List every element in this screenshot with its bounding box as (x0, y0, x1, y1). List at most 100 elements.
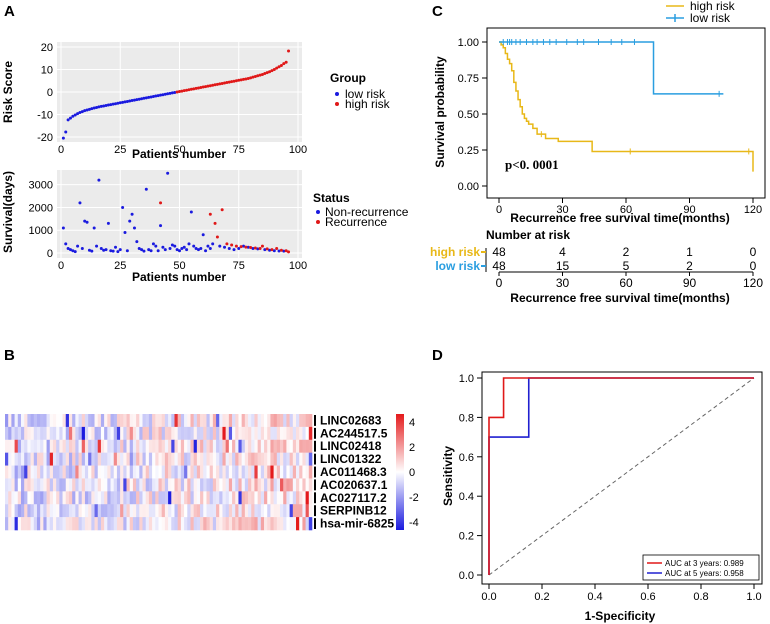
heatmap-cell (68, 491, 73, 505)
heatmap-cell (254, 439, 258, 453)
heatmap-cell (228, 478, 233, 492)
heatmap-cell (52, 452, 57, 466)
survival-days-point (272, 249, 276, 253)
heatmap-cell (212, 517, 217, 531)
heatmap-cell (155, 517, 159, 531)
survival-days-point (116, 250, 120, 254)
heatmap-cell (276, 517, 281, 531)
heatmap-cell (40, 517, 44, 531)
heatmap-cell (88, 439, 92, 453)
heatmap-cell (222, 491, 226, 505)
km-curve (499, 41, 724, 95)
heatmap-cell (244, 452, 249, 466)
heatmap-cell (110, 439, 115, 453)
heatmap-cell (107, 414, 111, 428)
heatmap-cell (216, 517, 220, 531)
heatmap-cell (190, 478, 194, 492)
heatmap-cell (129, 439, 134, 453)
risk-score-point (95, 106, 99, 110)
heatmap-cell (14, 439, 19, 453)
group-legend-low: low risk (345, 87, 386, 101)
heatmap-cell (196, 491, 201, 505)
survival-days-point (130, 212, 134, 216)
heatmap-cell (8, 426, 12, 441)
heatmap-cell (302, 426, 306, 441)
heatmap-cell (248, 491, 252, 505)
heatmap-cell (116, 465, 121, 479)
heatmap-cell (27, 426, 31, 441)
heatmap-cell (158, 517, 162, 531)
heatmap-cell (81, 491, 86, 505)
risk-score-point (87, 107, 91, 111)
heatmap-cell (148, 491, 153, 505)
heatmap-cell (62, 478, 67, 492)
survival-days-point (208, 212, 212, 216)
heatmap-cell (292, 426, 297, 441)
risk-score-point (282, 62, 286, 66)
heatmap-cell (264, 504, 268, 518)
heatmap-cell (286, 414, 290, 428)
heatmap-cell (36, 478, 41, 492)
heatmap-cell (97, 452, 102, 466)
risk-score-point (97, 105, 101, 109)
heatmap-cell (209, 517, 214, 531)
heatmap-cell (145, 504, 150, 518)
km-legend-high: high risk (690, 0, 736, 13)
km-lines (499, 39, 754, 172)
heatmap-cell (120, 491, 124, 505)
heatmap-cell (49, 465, 54, 479)
heatmap-cell (84, 439, 89, 453)
heatmap-cell (43, 439, 47, 453)
heatmap-cell (40, 504, 44, 518)
heatmap-cell (241, 452, 246, 466)
survival-days-point (213, 221, 217, 225)
heatmap-cell (280, 504, 284, 518)
heatmap-cell (296, 478, 300, 492)
km-xtick: 60 (620, 204, 632, 216)
heatmap-cell (257, 414, 262, 428)
heatmap-cells (5, 414, 313, 531)
heatmap-cell (139, 491, 143, 505)
survival-days-point (85, 220, 89, 224)
heatmap-cell (132, 491, 137, 505)
heatmap-cell (164, 426, 169, 441)
heatmap-cell (97, 465, 102, 479)
survival-days-point (106, 221, 110, 225)
heatmap-cell (296, 414, 300, 428)
heatmap-cell (11, 439, 15, 453)
heatmap-cell (94, 517, 99, 531)
heatmap-cell (180, 478, 185, 492)
heatmap-cell (296, 452, 300, 466)
group-legend-low-marker (335, 92, 339, 96)
group-legend-high: high risk (345, 97, 391, 111)
km-plot-frame (486, 27, 766, 199)
survival-days-point (140, 248, 144, 252)
heatmap-cell (270, 478, 274, 492)
heatmap-cell (238, 465, 242, 479)
heatmap-cell (20, 504, 25, 518)
heatmap-cell (232, 504, 236, 518)
heatmap-cell (139, 452, 143, 466)
heatmap-cell (219, 491, 223, 505)
risk-score-point (170, 91, 174, 95)
status-legend-rec-marker (316, 220, 320, 224)
heatmap-cell (59, 439, 63, 453)
heatmap-cell (273, 504, 278, 518)
heatmap-cell (219, 465, 223, 479)
heatmap-cell (97, 439, 102, 453)
heatmap-colorbar-tick: 4 (409, 417, 415, 429)
risk-score-point (256, 74, 260, 78)
heatmap-cell (81, 504, 86, 518)
heatmap-cell (100, 414, 105, 428)
heatmap-cell (270, 426, 274, 441)
heatmap-cell (225, 465, 230, 479)
survival-days-point (132, 226, 136, 230)
heatmap-cell (5, 504, 9, 518)
risk-score-ytick: -10 (37, 110, 53, 122)
heatmap-cell (8, 439, 12, 453)
heatmap-cell (116, 439, 121, 453)
heatmap-cell (187, 504, 191, 518)
roc-xtick: 0.0 (481, 591, 496, 603)
heatmap-cell (116, 504, 121, 518)
heatmap-cell (299, 426, 303, 441)
